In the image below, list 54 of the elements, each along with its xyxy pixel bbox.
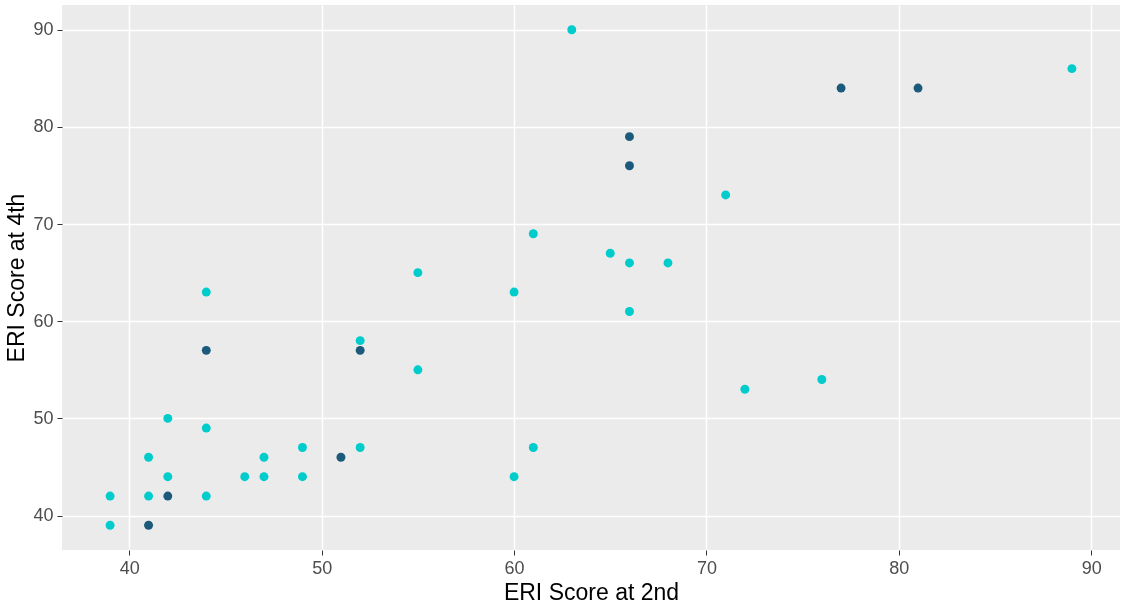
point	[144, 491, 154, 501]
point	[144, 520, 154, 530]
point	[509, 287, 519, 297]
point	[163, 491, 173, 501]
y-axis-title: ERI Score at 4th	[3, 193, 30, 363]
point	[336, 452, 346, 462]
point	[913, 83, 923, 93]
point	[413, 268, 423, 278]
point	[355, 336, 365, 346]
y-tick-label: 60	[33, 310, 54, 331]
point	[625, 132, 634, 142]
point	[163, 413, 173, 423]
point	[663, 258, 673, 268]
x-tick-label: 40	[119, 557, 140, 578]
point	[201, 423, 211, 433]
y-tick-label: 70	[33, 213, 54, 234]
point	[355, 443, 365, 452]
point	[355, 345, 365, 355]
point	[105, 520, 115, 530]
point	[259, 452, 269, 462]
point	[297, 472, 307, 482]
point	[740, 384, 750, 394]
point	[1067, 64, 1077, 74]
x-tick-label: 90	[1081, 557, 1102, 578]
point	[105, 491, 115, 501]
point	[625, 307, 634, 316]
point	[240, 472, 250, 482]
y-tick-label: 90	[33, 19, 54, 40]
x-axis-title: ERI Score at 2nd	[503, 578, 680, 605]
point	[625, 161, 634, 171]
point	[259, 472, 269, 482]
point	[509, 472, 519, 482]
x-tick-label: 60	[504, 557, 525, 578]
point	[567, 25, 577, 35]
point	[144, 452, 154, 462]
point	[625, 258, 634, 268]
x-tick-label: 80	[889, 557, 910, 578]
point	[201, 491, 211, 501]
point	[163, 472, 173, 482]
point	[817, 375, 827, 384]
point	[528, 443, 538, 452]
y-tick-label: 40	[33, 505, 54, 526]
x-tick-label: 50	[312, 557, 333, 578]
point	[721, 190, 731, 200]
y-tick-label: 50	[33, 407, 54, 428]
point	[528, 229, 538, 239]
y-tick-label: 80	[33, 116, 54, 137]
point	[201, 287, 211, 297]
point	[836, 83, 846, 93]
point	[413, 365, 423, 375]
point	[605, 248, 615, 258]
point	[201, 345, 211, 355]
x-tick-label: 70	[696, 557, 717, 578]
point	[297, 443, 307, 452]
